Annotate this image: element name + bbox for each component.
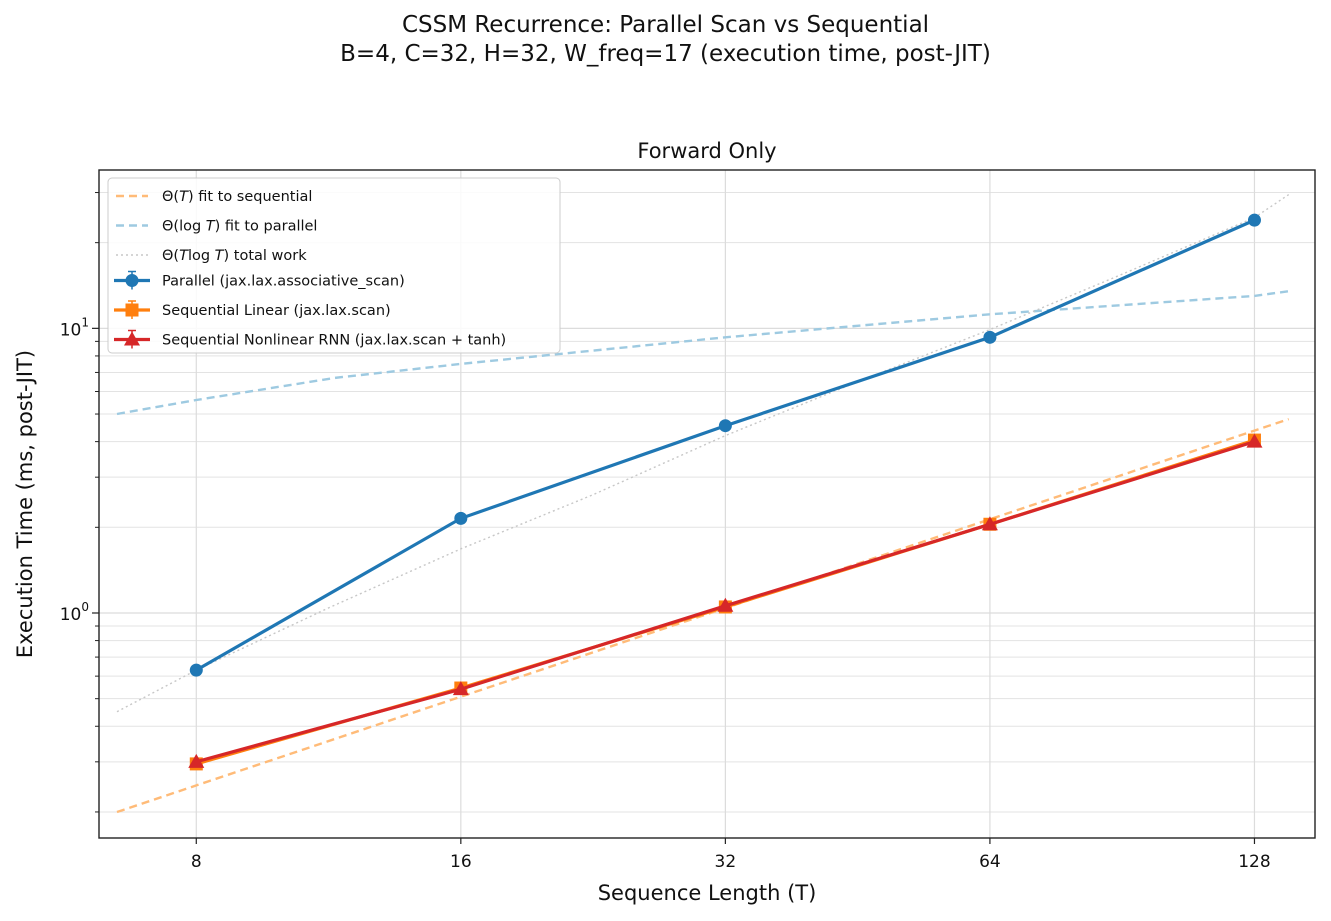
series-group <box>188 433 1263 768</box>
y-tick-label: 100 <box>60 600 89 625</box>
y-axis-label: Execution Time (ms, post-JIT) <box>13 350 37 658</box>
data-point <box>189 663 203 677</box>
data-point <box>1246 433 1263 448</box>
legend-entry-label: Sequential Linear (jax.lax.scan) <box>162 303 391 319</box>
plot-frame <box>98 169 1316 839</box>
legend-entry-label: Θ(log T) fit to parallel <box>162 219 317 235</box>
fit-line <box>116 194 1290 713</box>
x-tick-label: 64 <box>979 852 1001 872</box>
x-axis-label: Sequence Length (T) <box>598 881 817 905</box>
x-tick-label: 32 <box>715 852 737 872</box>
x-tick-label: 128 <box>1238 852 1270 872</box>
legend: Θ(T) fit to sequential Θ(log T) fit to pa… <box>107 177 561 354</box>
data-point <box>1247 213 1261 227</box>
series-group <box>189 213 1261 677</box>
data-point <box>125 303 139 317</box>
data-point <box>981 516 998 531</box>
figure-suptitle-line-2: B=4, C=32, H=32, W_freq=17 (execution ti… <box>340 41 991 67</box>
legend-entry-label: Parallel (jax.lax.associative_scan) <box>162 274 405 290</box>
y-tick-label: 101 <box>60 315 89 340</box>
x-tick-label: 8 <box>191 852 202 872</box>
data-point <box>188 753 205 768</box>
data-point <box>454 511 468 525</box>
legend-entry-label: Sequential Nonlinear RNN (jax.lax.scan +… <box>162 333 506 349</box>
data-point <box>452 681 469 696</box>
data-point <box>124 331 140 346</box>
data-point <box>983 330 997 344</box>
figure-suptitle-line-1: CSSM Recurrence: Parallel Scan vs Sequen… <box>401 12 930 38</box>
x-tick-label: 16 <box>450 852 472 872</box>
data-point <box>125 274 139 287</box>
data-series <box>188 213 1263 771</box>
data-point <box>717 597 734 612</box>
data-point <box>718 419 732 433</box>
plot-title: Forward Only <box>637 139 776 163</box>
minor-gridlines <box>99 192 1315 813</box>
legend-entry-label: Θ(T) fit to sequential <box>162 189 312 205</box>
legend-frame <box>107 177 561 354</box>
legend-entry-label: Θ(Tlog T) total work <box>162 248 307 264</box>
